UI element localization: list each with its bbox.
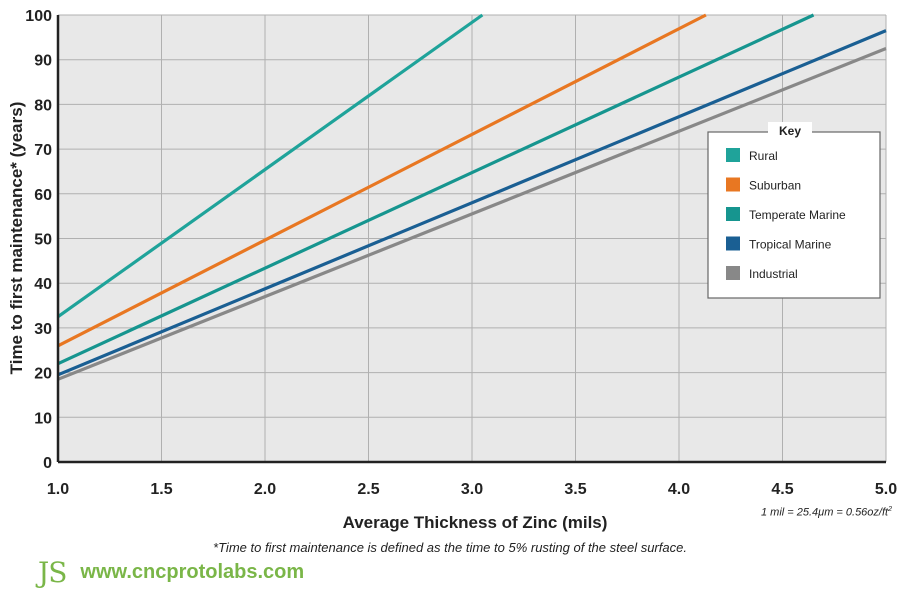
legend-label: Temperate Marine [749, 208, 846, 222]
y-tick-label: 70 [34, 142, 52, 159]
x-tick-label: 1.0 [47, 481, 69, 498]
legend-title: Key [779, 124, 801, 138]
series-line-temperate-marine [57, 13, 815, 366]
y-tick-label: 100 [25, 8, 52, 25]
x-axis-title: Average Thickness of Zinc (mils) [343, 513, 608, 532]
x-tick-label: 1.5 [150, 481, 172, 498]
legend-swatch [726, 266, 740, 280]
legend-swatch [726, 177, 740, 192]
legend-items: Rural Suburban Temperate Marine Tropical Ma… [726, 148, 846, 281]
x-tick-label: 3.0 [461, 481, 483, 498]
series-line-suburban [57, 13, 707, 348]
y-tick-label: 50 [34, 232, 52, 249]
legend-swatch [726, 148, 740, 162]
legend-swatch [726, 236, 740, 251]
y-tick-label: 10 [34, 410, 52, 427]
series-lines [57, 13, 887, 381]
y-axis-title: Time to first maintenance* (years) [7, 102, 26, 375]
series-line-tropical-marine [57, 29, 887, 377]
legend: Key Rural Suburban Temperate Marine Tropica… [707, 122, 881, 299]
series-line-rural [57, 13, 484, 319]
x-tick-label: 2.5 [357, 481, 379, 498]
brand-footer: JS www.cncprotolabs.com [38, 552, 304, 592]
series-line-industrial [57, 47, 887, 381]
axes [56, 15, 886, 464]
brand-url[interactable]: www.cncprotolabs.com [80, 560, 305, 583]
legend-label: Tropical Marine [749, 238, 832, 252]
unit-note: 1 mil = 25.4μm = 0.56oz/ft2 [761, 506, 892, 519]
x-tick-labels: 1.0 1.5 2.0 2.5 3.0 3.5 4.0 4.5 5.0 [47, 481, 897, 498]
x-tick-label: 4.0 [668, 481, 690, 498]
legend-label: Industrial [749, 267, 798, 281]
y-tick-label: 90 [34, 53, 52, 70]
y-tick-label: 0 [43, 455, 52, 472]
y-tick-label: 60 [34, 187, 52, 204]
y-tick-labels: 0 10 20 30 40 50 60 70 80 90 100 [25, 8, 52, 472]
y-tick-label: 20 [34, 366, 52, 383]
x-tick-label: 5.0 [875, 481, 897, 498]
legend-label: Suburban [749, 179, 801, 193]
unit-note-text: 1 mil = 25.4μm = 0.56oz/ft [761, 506, 889, 519]
footnote: *Time to first maintenance is defined as… [213, 540, 687, 555]
legend-label: Rural [749, 149, 778, 163]
y-tick-label: 40 [34, 276, 52, 293]
x-tick-label: 3.5 [564, 481, 586, 498]
unit-note-exponent: 2 [888, 506, 892, 513]
legend-title-backdrop [768, 122, 812, 138]
legend-swatch [726, 207, 740, 221]
y-tick-label: 80 [34, 97, 52, 114]
x-tick-label: 4.5 [771, 481, 793, 498]
brand-logo: JS [38, 555, 67, 589]
y-tick-label: 30 [34, 321, 52, 338]
x-tick-label: 2.0 [254, 481, 276, 498]
